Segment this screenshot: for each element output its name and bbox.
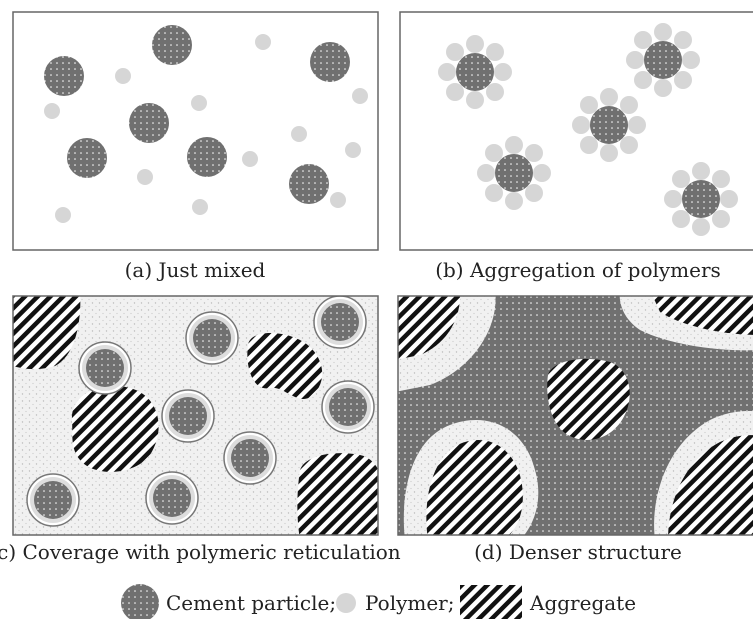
legend-label: Cement particle; bbox=[166, 591, 336, 615]
caption: (b) Aggregation of polymers bbox=[435, 258, 721, 282]
caption: (a) Just mixed bbox=[125, 258, 266, 282]
panel-a bbox=[13, 12, 378, 250]
panel-d bbox=[395, 290, 753, 540]
panel-c bbox=[10, 290, 387, 540]
caption: (d) Denser structure bbox=[474, 540, 682, 564]
legend-polymer bbox=[336, 593, 356, 613]
legend-aggregate bbox=[460, 585, 522, 619]
panel-b bbox=[400, 12, 753, 250]
legend-label: Polymer; bbox=[365, 591, 454, 615]
legend-cement bbox=[121, 584, 159, 619]
legend-label: Aggregate bbox=[529, 591, 636, 615]
caption: (c) Coverage with polymeric reticulation bbox=[0, 540, 401, 564]
legend: Cement particle; Polymer; Aggregate bbox=[121, 584, 636, 619]
diagram: (a) Just mixed (b) Aggregation of polyme… bbox=[0, 0, 753, 619]
